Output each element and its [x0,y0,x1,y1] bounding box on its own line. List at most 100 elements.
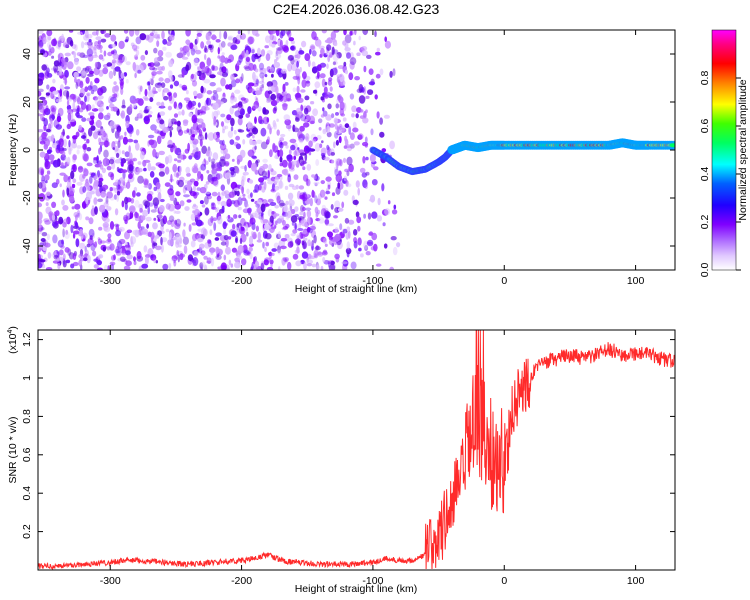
spectrogram-noise-cell [298,50,305,55]
spectrogram-noise-cell [121,200,125,208]
spectrogram-noise-cell [335,112,339,116]
spectrogram-noise-cell [365,251,371,256]
spectrogram-noise-cell [45,92,51,96]
spectrogram-noise-cell [180,154,183,161]
spectrogram-track-core [669,143,675,148]
spectrogram-noise-cell [354,76,360,81]
spectrogram-x-ticks: -300 -200 -100 0 100 [100,30,645,287]
spectrogram-noise-cell [69,195,75,203]
spectrogram-noise-cell [229,106,234,115]
spectrogram-noise-cell [234,141,239,147]
spectrogram-noise-cell [230,92,235,100]
spectrogram-noise-cell [342,157,347,164]
spectrogram-noise-cell [43,138,50,147]
spectrogram-noise-cell [70,224,74,234]
spectrogram-noise-cell [91,31,98,36]
spectrogram-noise-cell [311,61,316,68]
spectrogram-noise-cell [258,62,265,70]
spectrogram-noise-cell [46,233,51,240]
spectrogram-noise-cell [335,139,339,146]
spectrogram-noise-cell [135,217,140,222]
spectrogram-noise-cell [204,45,207,53]
spectrogram-noise-cell [281,219,286,226]
spectrogram-noise-cell [286,154,293,160]
spectrogram-noise-cell [292,124,296,132]
spectrogram-noise-cell [123,30,129,34]
spectrogram-noise-cell [115,224,120,232]
spectrogram-noise-cell [39,140,46,145]
spectrogram-noise-cell [339,108,345,116]
spectrogram-noise-cell [321,30,327,34]
spectrogram-noise-cell [352,127,359,133]
spectrogram-noise-cell [346,241,350,250]
spectrogram-noise-cell [288,54,294,61]
spectrogram-noise-cell [150,209,157,213]
spectrogram-noise-cell [247,82,255,87]
spectrogram-noise-cell [62,258,66,265]
spectrogram-noise-cell [207,44,214,50]
spectrogram-noise-cell [333,117,338,124]
spectrogram-noise-cell [234,110,242,118]
spectrogram-noise-cell [291,208,296,215]
spectrogram-noise-cell [160,236,163,246]
spectrogram-noise-cell [290,215,298,223]
spectrogram-noise-cell [85,197,89,205]
spectrogram-noise-cell [174,233,182,243]
spectrogram-noise-cell [219,158,226,167]
spectrogram-noise-cell [179,200,185,207]
spectrogram-noise-cell [191,114,198,124]
spectrogram-noise-cell [71,141,77,149]
spectrogram-noise-cell [140,54,146,61]
spectrogram-noise-cell [157,230,163,237]
spectrogram-noise-cell [117,184,121,190]
spectrogram-noise-cell [120,169,128,173]
spectrogram-noise-cell [259,119,265,125]
spectrogram-noise-cell [168,215,175,223]
spectrogram-noise-cell [163,95,169,101]
spectrogram-noise-cell [181,109,185,116]
spectrogram-noise-cell [303,118,308,123]
spectrogram-noise-cell [61,60,68,70]
spectrogram-noise-cell [164,77,171,84]
spectrogram-noise-cell [65,62,72,68]
spectrogram-noise-cell [284,185,289,190]
spectrogram-noise-cell [315,211,319,219]
spectrogram-noise-cell [203,78,211,84]
spectrogram-noise-cell [286,211,293,218]
spectrogram-noise-cell [85,104,92,111]
spectrogram-noise-cell [158,163,165,169]
spectrogram-noise-cell [353,40,356,46]
spectrogram-noise-cell [312,108,318,117]
spectrogram-noise-cell [152,86,157,95]
spectrogram-noise-cell [87,85,93,91]
spectrogram-noise-cell [367,89,374,95]
spectrogram-noise-cell [311,189,315,198]
spectrogram-noise-cell [86,254,91,264]
spectrogram-noise-cell [86,138,90,144]
spectrogram-noise-cell [222,128,225,134]
spectrogram-noise-cell [328,264,336,270]
spectrogram-noise-cell [252,71,256,81]
spectrogram-noise-cell [349,61,355,70]
spectrogram-noise-cell [200,261,206,269]
spectrogram-noise-cell [155,245,162,251]
spectrogram-noise-cell [212,177,219,186]
spectrogram-noise-cell [142,209,149,217]
spectrogram-noise-cell [374,30,377,37]
spectrogram-noise-cell [384,208,391,216]
spectrogram-noise-cell [364,245,369,251]
spectrogram-noise-cell [219,143,227,151]
spectrogram-noise-cell [210,251,214,255]
spectrogram-noise-cell [241,51,245,59]
spectrogram-noise-cell [108,171,114,178]
spectrogram-noise-cell [195,49,202,55]
spectrogram-noise-cell [76,181,83,186]
spectrogram-noise-cell [375,263,382,267]
spectrogram-noise-cell [38,253,41,262]
spectrogram-noise-cell [98,226,103,231]
spectrogram-noise-cell [274,176,279,184]
spectrogram-noise-cell [325,114,332,121]
spectrogram-noise-cell [58,53,61,63]
spectrogram-noise-cell [330,204,334,210]
spectrogram-noise-cell [74,57,79,66]
